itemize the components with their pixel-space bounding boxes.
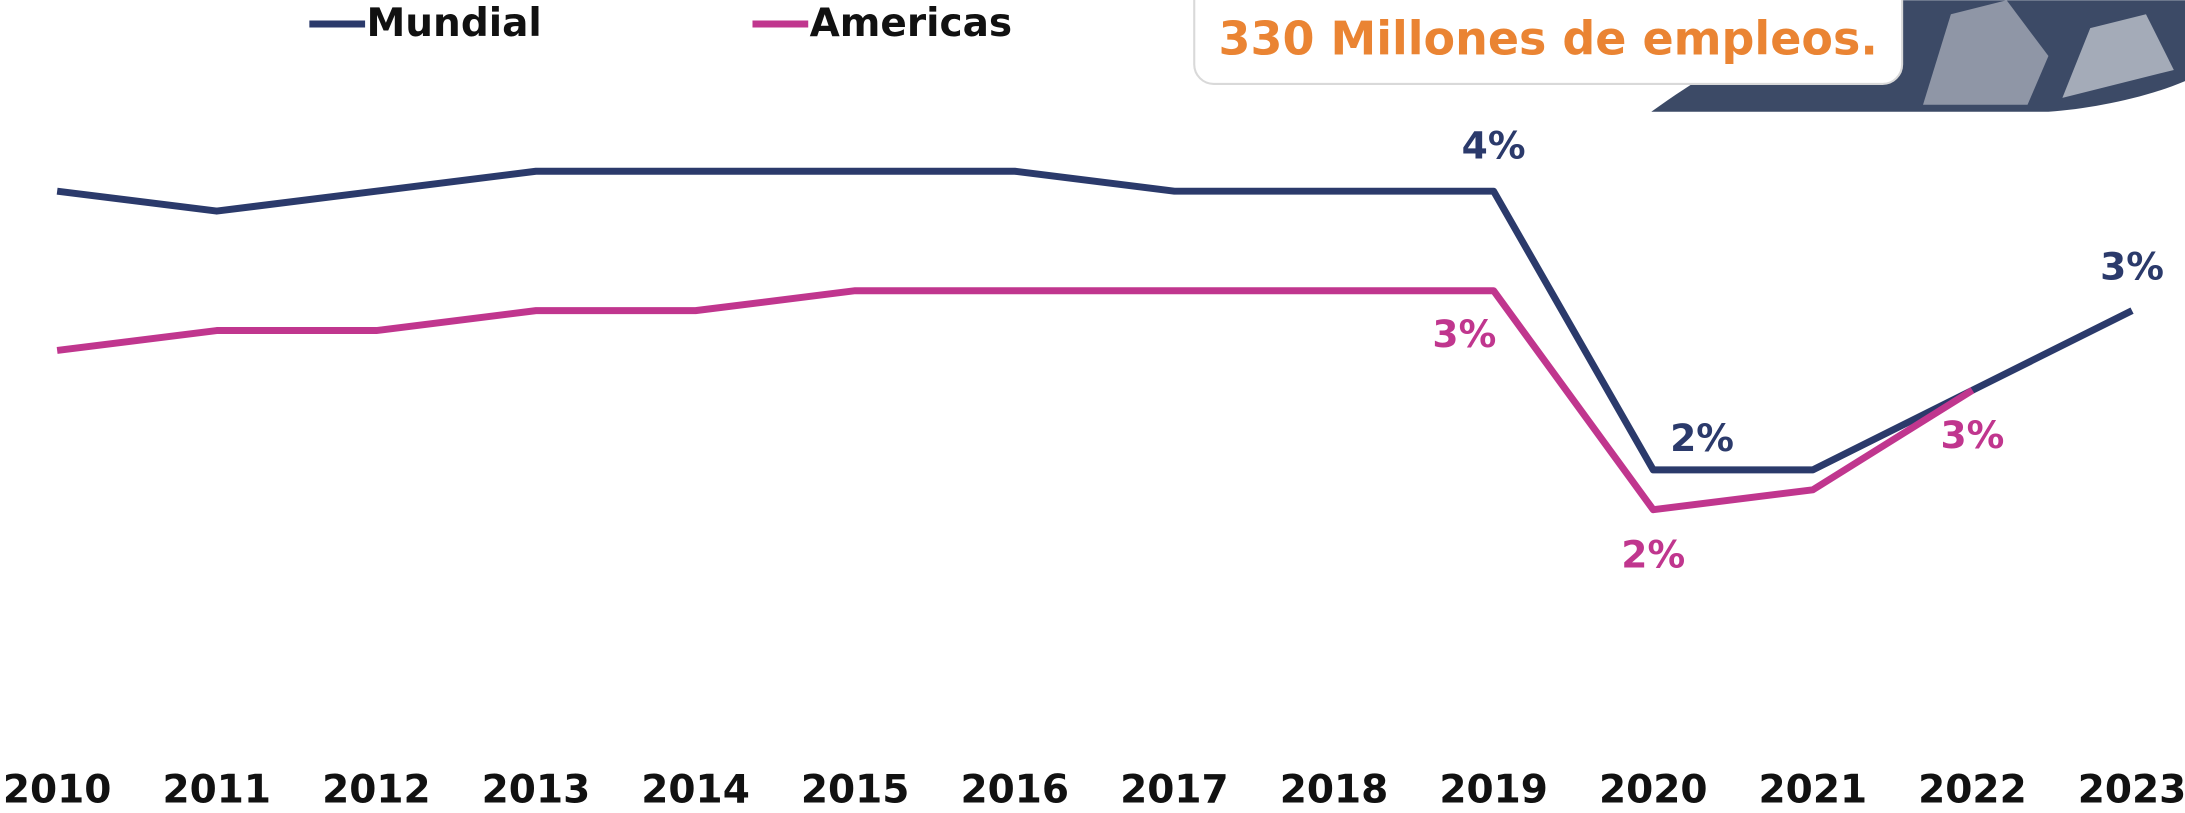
x-tick-label: 2014: [641, 767, 750, 812]
x-tick-label: 2010: [3, 767, 112, 812]
data-label: 2%: [1621, 533, 1685, 577]
x-tick-label: 2019: [1439, 767, 1548, 812]
legend-label: Americas: [810, 1, 1013, 46]
x-tick-label: 2012: [322, 767, 431, 812]
series-line: [57, 291, 1972, 510]
data-label: 3%: [1432, 312, 1496, 356]
x-tick-label: 2021: [1759, 767, 1868, 812]
data-label: 2%: [1670, 416, 1734, 460]
data-label: 3%: [1941, 413, 2005, 457]
data-label: 3%: [2100, 244, 2164, 288]
page: {"chart_data": { "type": "line", "annota…: [0, 0, 2185, 813]
chart: 330 Millones de empleos. 2010 2011 2012 201…: [0, 0, 2185, 813]
x-tick-label: 2015: [801, 767, 910, 812]
callout-text: 330 Millones de empleos.: [1219, 12, 1878, 66]
x-tick-label: 2022: [1918, 767, 2027, 812]
x-tick-label: 2013: [482, 767, 591, 812]
x-tick-label: 2017: [1120, 767, 1229, 812]
x-tick-label: 2016: [961, 767, 1070, 812]
x-tick-label: 2018: [1280, 767, 1389, 812]
x-tick-label: 2020: [1599, 767, 1708, 812]
legend-label: Mundial: [366, 1, 541, 46]
data-label: 4%: [1462, 123, 1526, 167]
x-tick-label: 2011: [162, 767, 271, 812]
series-line: [57, 171, 2132, 470]
x-tick-label: 2023: [2078, 767, 2185, 812]
